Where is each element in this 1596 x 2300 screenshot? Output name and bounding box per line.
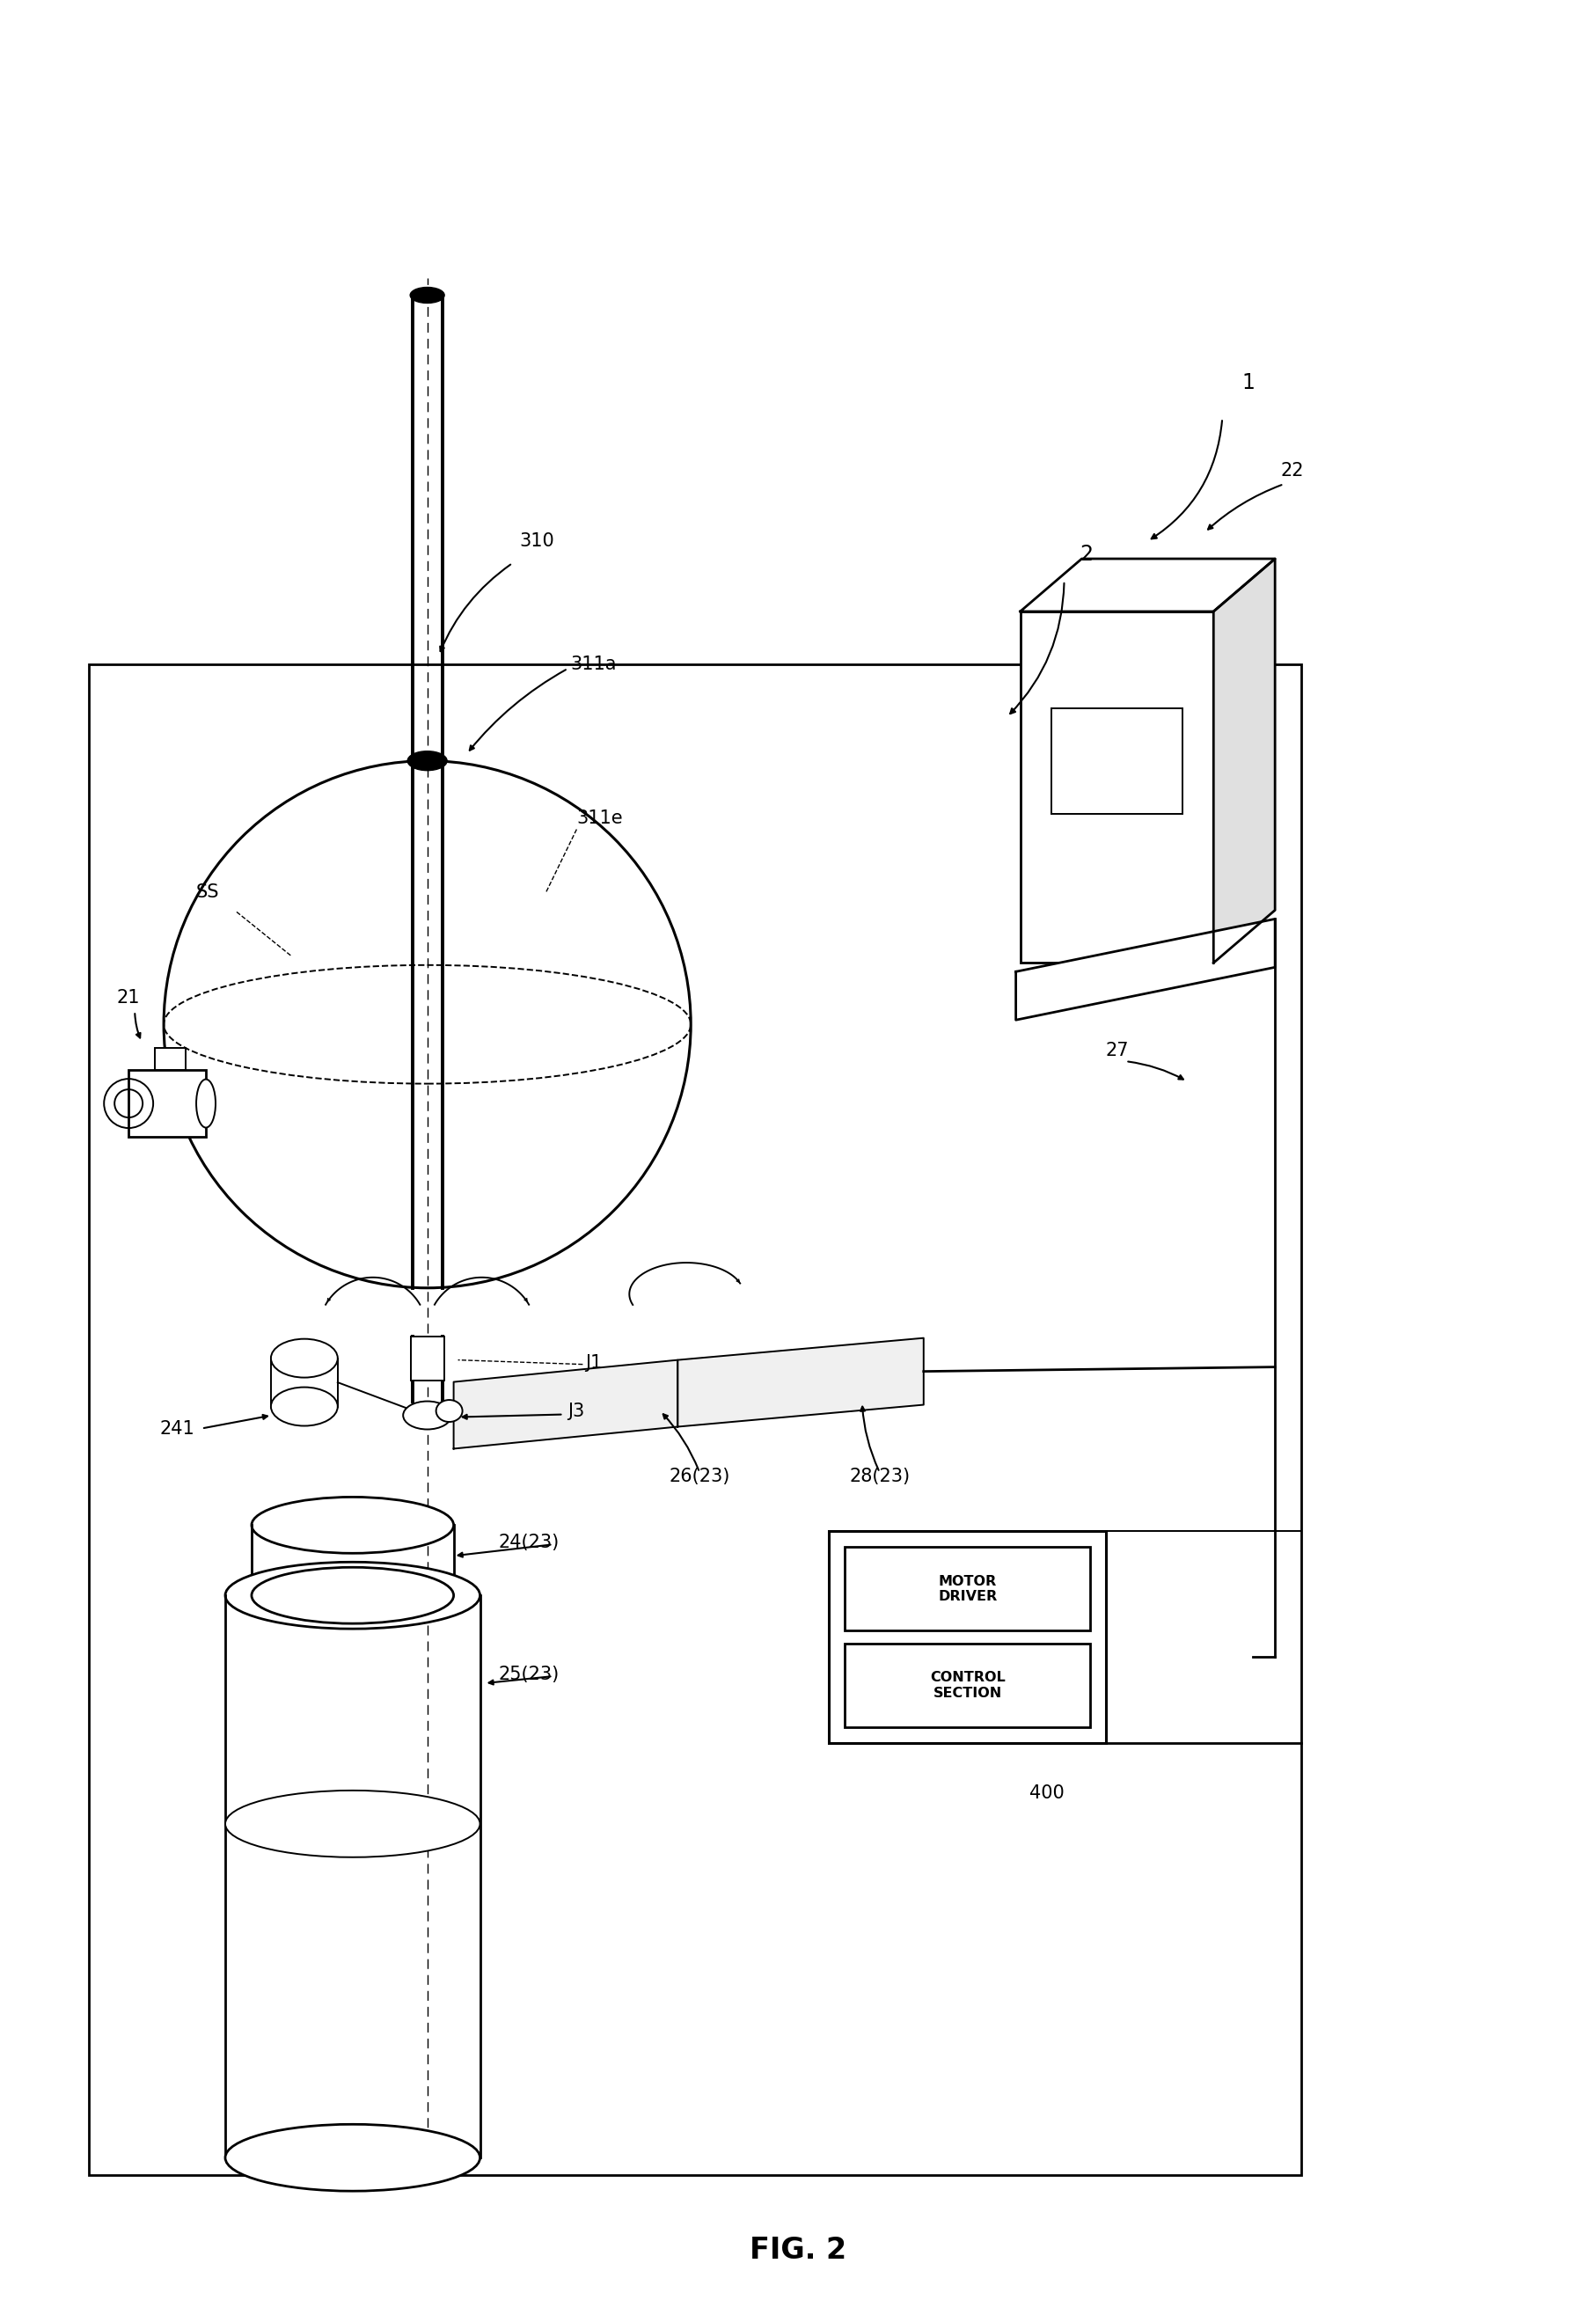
Ellipse shape (402, 1401, 452, 1428)
Ellipse shape (225, 1562, 480, 1628)
Ellipse shape (225, 2125, 480, 2192)
Bar (155, 1049, 185, 1070)
Ellipse shape (196, 1079, 215, 1127)
Polygon shape (453, 1359, 677, 1449)
Text: 25(23): 25(23) (498, 1665, 559, 1684)
Bar (129, 1070, 206, 1136)
Ellipse shape (436, 1401, 463, 1421)
Bar (844, 1644, 1090, 1727)
Text: CONTROL
SECTION: CONTROL SECTION (929, 1672, 1005, 1700)
Text: 26(23): 26(23) (669, 1467, 729, 1486)
Text: J1: J1 (586, 1355, 602, 1371)
Ellipse shape (407, 752, 447, 770)
Text: 310: 310 (519, 531, 554, 550)
Ellipse shape (225, 1789, 480, 1856)
Text: 24(23): 24(23) (498, 1534, 559, 1552)
Ellipse shape (410, 288, 444, 304)
Ellipse shape (252, 1566, 453, 1624)
Bar (1050, 708, 1183, 814)
Text: 28(23): 28(23) (849, 1467, 910, 1486)
Text: 311a: 311a (570, 655, 616, 674)
Text: 1: 1 (1242, 373, 1254, 393)
Bar (828, 1532, 1106, 1743)
Ellipse shape (271, 1339, 337, 1378)
Text: 21: 21 (117, 989, 140, 1007)
Text: 241: 241 (160, 1419, 195, 1438)
Text: 400: 400 (1028, 1785, 1063, 1801)
Text: FIG. 2: FIG. 2 (749, 2236, 846, 2266)
Polygon shape (1213, 559, 1274, 964)
Ellipse shape (252, 1497, 453, 1553)
Polygon shape (1015, 920, 1274, 1019)
Text: 2: 2 (1079, 543, 1092, 566)
Bar (410, 1336, 444, 1380)
Bar (1020, 612, 1213, 964)
Bar (844, 1548, 1090, 1631)
Text: J3: J3 (568, 1403, 584, 1419)
Text: MOTOR
DRIVER: MOTOR DRIVER (937, 1576, 996, 1603)
Text: 22: 22 (1280, 462, 1304, 481)
Bar (89, 665, 1301, 2176)
Ellipse shape (271, 1387, 337, 1426)
Text: 311e: 311e (576, 810, 622, 826)
Polygon shape (1020, 559, 1274, 612)
Text: 27: 27 (1104, 1042, 1128, 1060)
Text: SS: SS (196, 883, 219, 902)
Polygon shape (677, 1339, 922, 1426)
